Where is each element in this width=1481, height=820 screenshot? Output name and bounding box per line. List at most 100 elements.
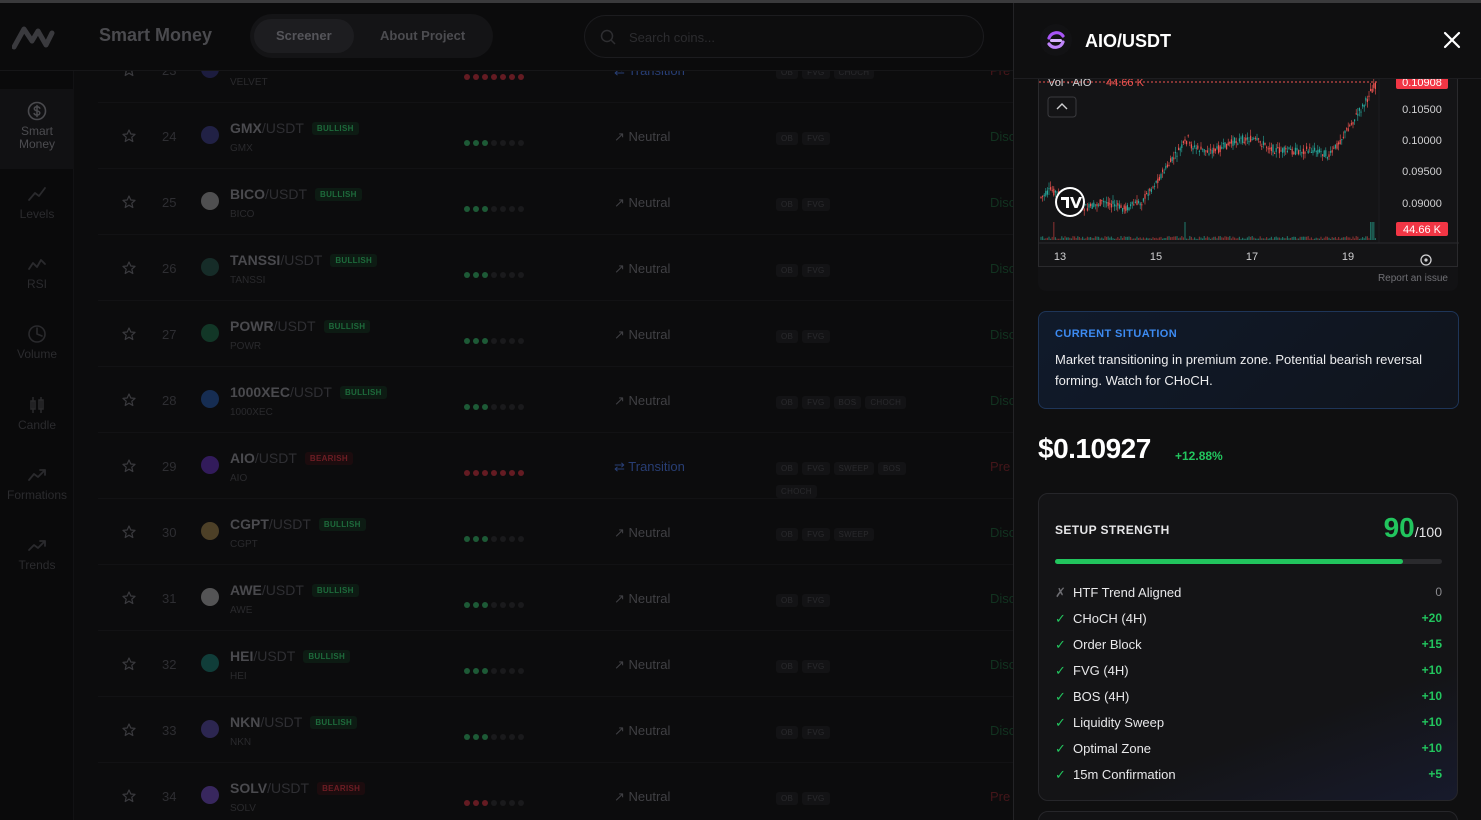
logo-icon[interactable] [12,23,56,51]
sidebar-item-rsi[interactable]: RSI [0,252,74,308]
volume-bar [1322,238,1324,240]
star-icon[interactable] [122,459,136,473]
table-row[interactable]: 24 GMX/USDT BULLISH GMX ↗ Neutral OB FVG Disc [98,103,1013,169]
strength-dot [491,338,497,344]
candle-body [1355,113,1357,115]
row-symbol[interactable]: HEI/USDT BULLISH [230,648,351,664]
row-subtitle: VELVET [230,77,268,88]
table-row[interactable]: 33 NKN/USDT BULLISH NKN ↗ Neutral OB FVG Disc [98,697,1013,763]
trend-icon: ⇄ [614,459,629,474]
table-row[interactable]: 32 HEI/USDT BULLISH HEI ↗ Neutral OB FVG Disc [98,631,1013,697]
row-tags: OB FVG SWEEP [776,524,936,547]
star-icon[interactable] [122,789,136,803]
sidebar-item-smart[interactable]: Smart Money [0,89,74,169]
chart-settings-icon[interactable] [1420,254,1432,266]
pattern-tag: CHOCH [776,485,817,498]
table-row[interactable]: 34 SOLV/USDT BEARISH SOLV ↗ Neutral OB FVG Pre [98,763,1013,820]
table-row[interactable]: 28 1000XEC/USDT BULLISH 1000XEC ↗ Neutral OB F… [98,367,1013,433]
row-symbol[interactable]: CGPT/USDT BULLISH [230,516,366,532]
table-row[interactable]: 26 TANSSI/USDT BULLISH TANSSI ↗ Neutral OB FVG… [98,235,1013,301]
star-icon[interactable] [122,525,136,539]
candle-body [1141,204,1143,206]
volume-bar [1334,236,1336,240]
row-rank: 27 [162,327,177,342]
table-row[interactable]: 27 POWR/USDT BULLISH POWR ↗ Neutral OB FVG Disc [98,301,1013,367]
tradingview-logo-icon[interactable] [1055,187,1085,217]
row-symbol[interactable]: BICO/USDT BULLISH [230,186,362,202]
bias-badge: BULLISH [311,584,359,597]
row-symbol[interactable]: SOLV/USDT BEARISH [230,780,366,796]
search-input[interactable] [629,26,949,48]
strength-dot [464,470,470,476]
volume-bar [1205,237,1207,240]
nav-about-project[interactable]: About Project [380,28,466,43]
volume-bar [1362,237,1364,240]
candle-body [1366,99,1368,102]
nav-screener[interactable]: Screener [254,19,354,53]
star-icon[interactable] [122,129,136,143]
table-row[interactable]: 23VELVET/USDTVELVET⇄ TransitionOBFVGCHOC… [98,71,1013,103]
search-box [584,15,984,58]
candle-body [1306,146,1308,149]
y-tick-label: 0.09000 [1402,198,1442,210]
candle-body [1221,146,1223,149]
row-symbol[interactable]: POWR/USDT BULLISH [230,318,371,334]
candle-body [1274,153,1276,155]
search-icon [600,29,616,45]
star-icon[interactable] [122,261,136,275]
setup-criterion: ✓ Optimal Zone +10 [1055,739,1442,759]
volume-bar [1144,238,1146,240]
row-symbol[interactable]: 1000XEC/USDT BULLISH [230,384,387,400]
volume-bar [1238,236,1240,240]
candle-body [1218,145,1220,153]
trend-icon: ↗ [614,723,629,738]
row-symbol[interactable]: AWE/USDT BULLISH [230,582,359,598]
table-row[interactable]: 30 CGPT/USDT BULLISH CGPT ↗ Neutral OB FVG SWEE… [98,499,1013,565]
volume-bar [1178,238,1180,240]
strength-dot [473,140,479,146]
price-chart[interactable]: Vol · AIO 44.66 K 0.10908 0.10500 0.10000 0.0… [1038,75,1459,267]
sidebar-item-formations[interactable]: Formations [0,463,74,519]
close-icon[interactable] [1442,30,1462,50]
row-symbol[interactable]: AIO/USDT BEARISH [230,450,353,466]
report-issue-link[interactable]: Report an issue [1377,273,1448,284]
row-zone: Disc [990,723,1013,738]
sidebar-item-volume[interactable]: Volume [0,322,74,378]
row-symbol[interactable]: NKN/USDT BULLISH [230,714,358,730]
pattern-tag: OB [776,71,799,79]
volume-bar [1290,238,1292,240]
candle-body [1347,128,1349,132]
volume-bar [1358,238,1360,240]
star-icon[interactable] [122,327,136,341]
strength-dot [482,74,488,80]
volume-bar [1314,238,1316,240]
bias-badge: BEARISH [304,452,353,465]
row-symbol[interactable]: GMX/USDT BULLISH [230,120,359,136]
setup-criterion: ✓ Liquidity Sweep +10 [1055,713,1442,733]
sidebar-item-candle[interactable]: Candle [0,393,74,449]
volume-bar [1245,238,1247,240]
strength-dot [518,272,524,278]
star-icon[interactable] [122,393,136,407]
row-symbol[interactable]: TANSSI/USDT BULLISH [230,252,378,268]
table-row[interactable]: 31 AWE/USDT BULLISH AWE ↗ Neutral OB FVG Disc [98,565,1013,631]
star-icon[interactable] [122,195,136,209]
strength-dot [518,470,524,476]
star-icon[interactable] [122,657,136,671]
star-icon[interactable] [122,591,136,605]
candle-body [1146,192,1148,194]
sidebar-item-trends[interactable]: Trends [0,533,74,589]
candle-body [1205,150,1207,152]
volume-bar [1270,236,1272,240]
star-icon[interactable] [122,723,136,737]
table-row[interactable]: 25 BICO/USDT BULLISH BICO ↗ Neutral OB FVG Disc [98,169,1013,235]
coin-icon [201,390,219,408]
sidebar-item-levels[interactable]: Levels [0,182,74,238]
candle-body [1178,147,1180,151]
candle-body [1190,144,1192,149]
collapse-legend-button[interactable] [1047,96,1077,118]
candle-body [1294,147,1296,155]
volume-bar [1243,238,1245,240]
star-icon[interactable] [122,71,136,77]
table-row[interactable]: 29 AIO/USDT BEARISH AIO ⇄ Transition OB FVG SWE… [98,433,1013,499]
